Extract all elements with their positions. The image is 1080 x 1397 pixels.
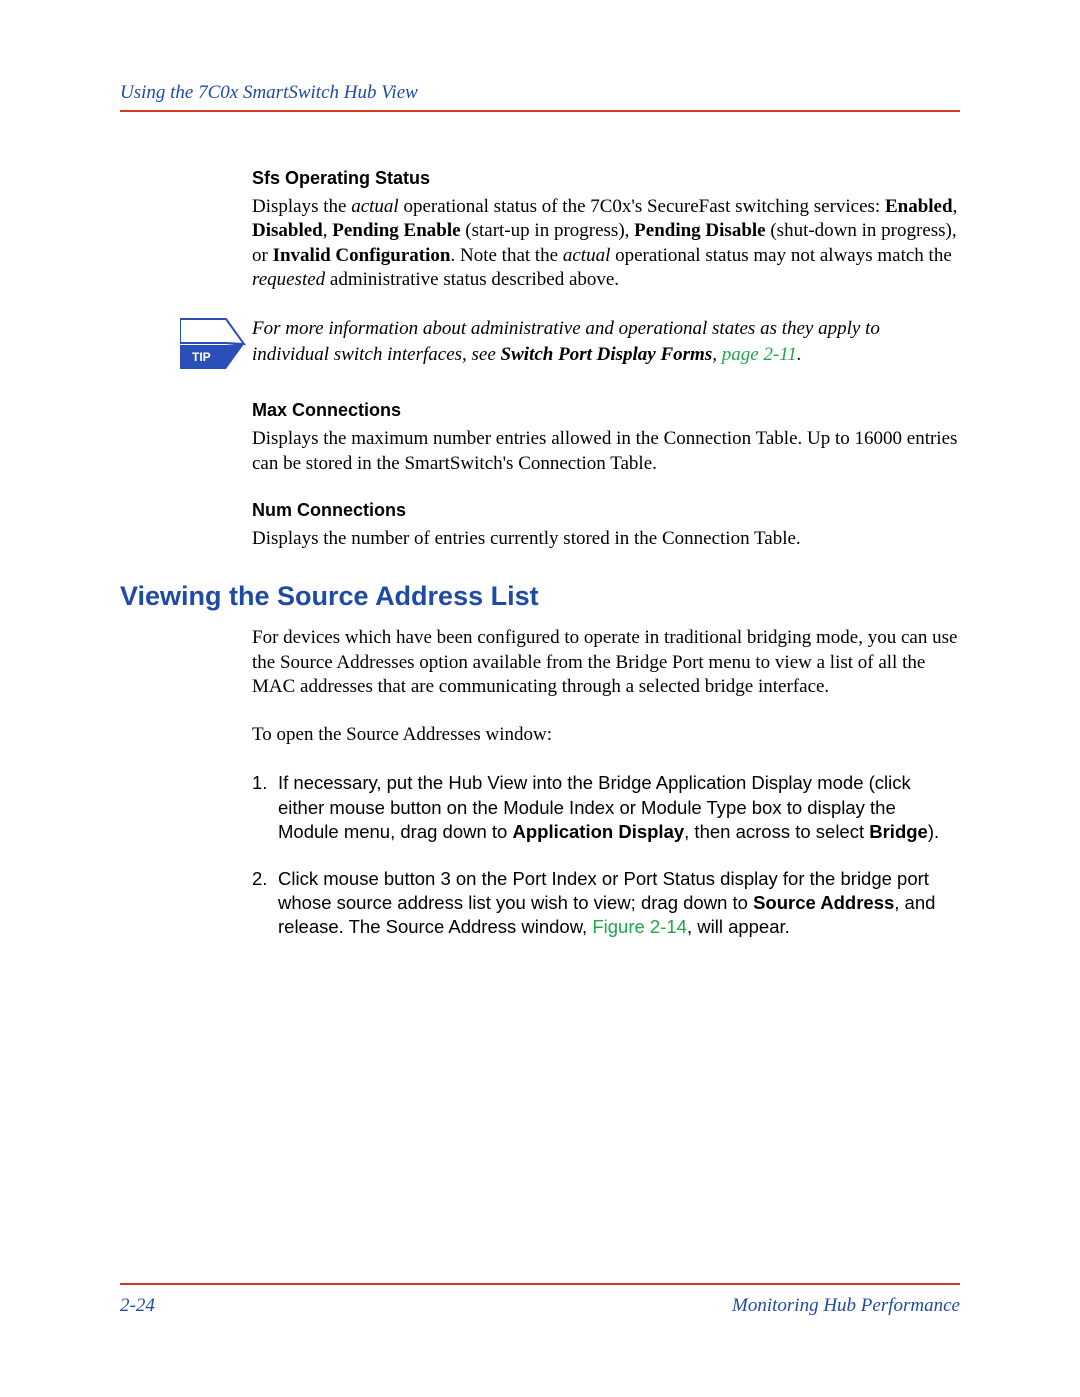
text: , — [953, 196, 958, 217]
text: . Note that the — [450, 245, 562, 266]
page-container: Using the 7C0x SmartSwitch Hub View Sfs … — [0, 0, 1080, 1397]
text-bold: Pending Enable — [332, 220, 460, 241]
step-list: 1. If necessary, put the Hub View into t… — [252, 771, 960, 939]
header-rule — [120, 110, 960, 112]
text-bold: Enabled — [885, 196, 953, 217]
open-line: To open the Source Addresses window: — [252, 723, 960, 747]
page-ref-link[interactable]: page 2-11 — [722, 344, 797, 365]
text-bold: Disabled — [252, 220, 323, 241]
step-2: 2. Click mouse button 3 on the Port Inde… — [252, 867, 960, 940]
tip-text: For more information about administrativ… — [252, 316, 960, 367]
text-bold: Invalid Configuration — [273, 245, 451, 266]
tip-label: TIP — [192, 350, 211, 364]
header-title: Using the 7C0x SmartSwitch Hub View — [120, 82, 960, 104]
text: , then across to select — [684, 821, 869, 842]
maxconn-section: Max Connections Displays the maximum num… — [252, 400, 960, 476]
footer-row: 2-24 Monitoring Hub Performance — [120, 1295, 960, 1317]
text: , — [323, 220, 333, 241]
intro-block: For devices which have been configured t… — [252, 626, 960, 747]
step-number: 2. — [252, 867, 278, 940]
sfs-section: Sfs Operating Status Displays the actual… — [252, 168, 960, 292]
tip-arrow-icon: TIP — [180, 316, 246, 372]
step-1: 1. If necessary, put the Hub View into t… — [252, 771, 960, 844]
text: , will appear. — [687, 916, 790, 937]
page-header: Using the 7C0x SmartSwitch Hub View — [120, 82, 960, 112]
text-bold: Source Address — [753, 892, 894, 913]
step-body: Click mouse button 3 on the Port Index o… — [278, 867, 960, 940]
page-number: 2-24 — [120, 1295, 155, 1317]
text-italic: actual — [351, 196, 399, 217]
footer-rule — [120, 1283, 960, 1285]
text: operational status may not always match … — [610, 245, 951, 266]
tip-icon-wrap: TIP — [120, 316, 252, 372]
text-italic: actual — [563, 245, 611, 266]
text-bold: Bridge — [869, 821, 928, 842]
text-bold: Application Display — [512, 821, 684, 842]
sfs-body: Displays the actual operational status o… — [252, 195, 960, 292]
chapter-title: Monitoring Hub Performance — [732, 1295, 960, 1317]
text-bold: Pending Disable — [634, 220, 765, 241]
step-body: If necessary, put the Hub View into the … — [278, 771, 960, 844]
text-bold: Switch Port Display Forms — [501, 344, 713, 365]
section-heading: Viewing the Source Address List — [120, 581, 960, 612]
step-number: 1. — [252, 771, 278, 844]
maxconn-body: Displays the maximum number entries allo… — [252, 427, 960, 476]
sfs-heading: Sfs Operating Status — [252, 168, 960, 189]
text-italic: requested — [252, 269, 325, 290]
text: ). — [928, 821, 939, 842]
numconn-section: Num Connections Displays the number of e… — [252, 500, 960, 551]
text: . — [797, 344, 802, 365]
text: Displays the — [252, 196, 351, 217]
figure-ref-link[interactable]: Figure 2-14 — [592, 916, 687, 937]
numconn-body: Displays the number of entries currently… — [252, 527, 960, 551]
intro-para: For devices which have been configured t… — [252, 626, 960, 699]
tip-row: TIP For more information about administr… — [120, 316, 960, 372]
text: (start-up in progress), — [461, 220, 635, 241]
maxconn-heading: Max Connections — [252, 400, 960, 421]
text: , — [712, 344, 722, 365]
page-footer: 2-24 Monitoring Hub Performance — [120, 1283, 960, 1317]
text: administrative status described above. — [325, 269, 619, 290]
numconn-heading: Num Connections — [252, 500, 960, 521]
text: operational status of the 7C0x's SecureF… — [399, 196, 885, 217]
